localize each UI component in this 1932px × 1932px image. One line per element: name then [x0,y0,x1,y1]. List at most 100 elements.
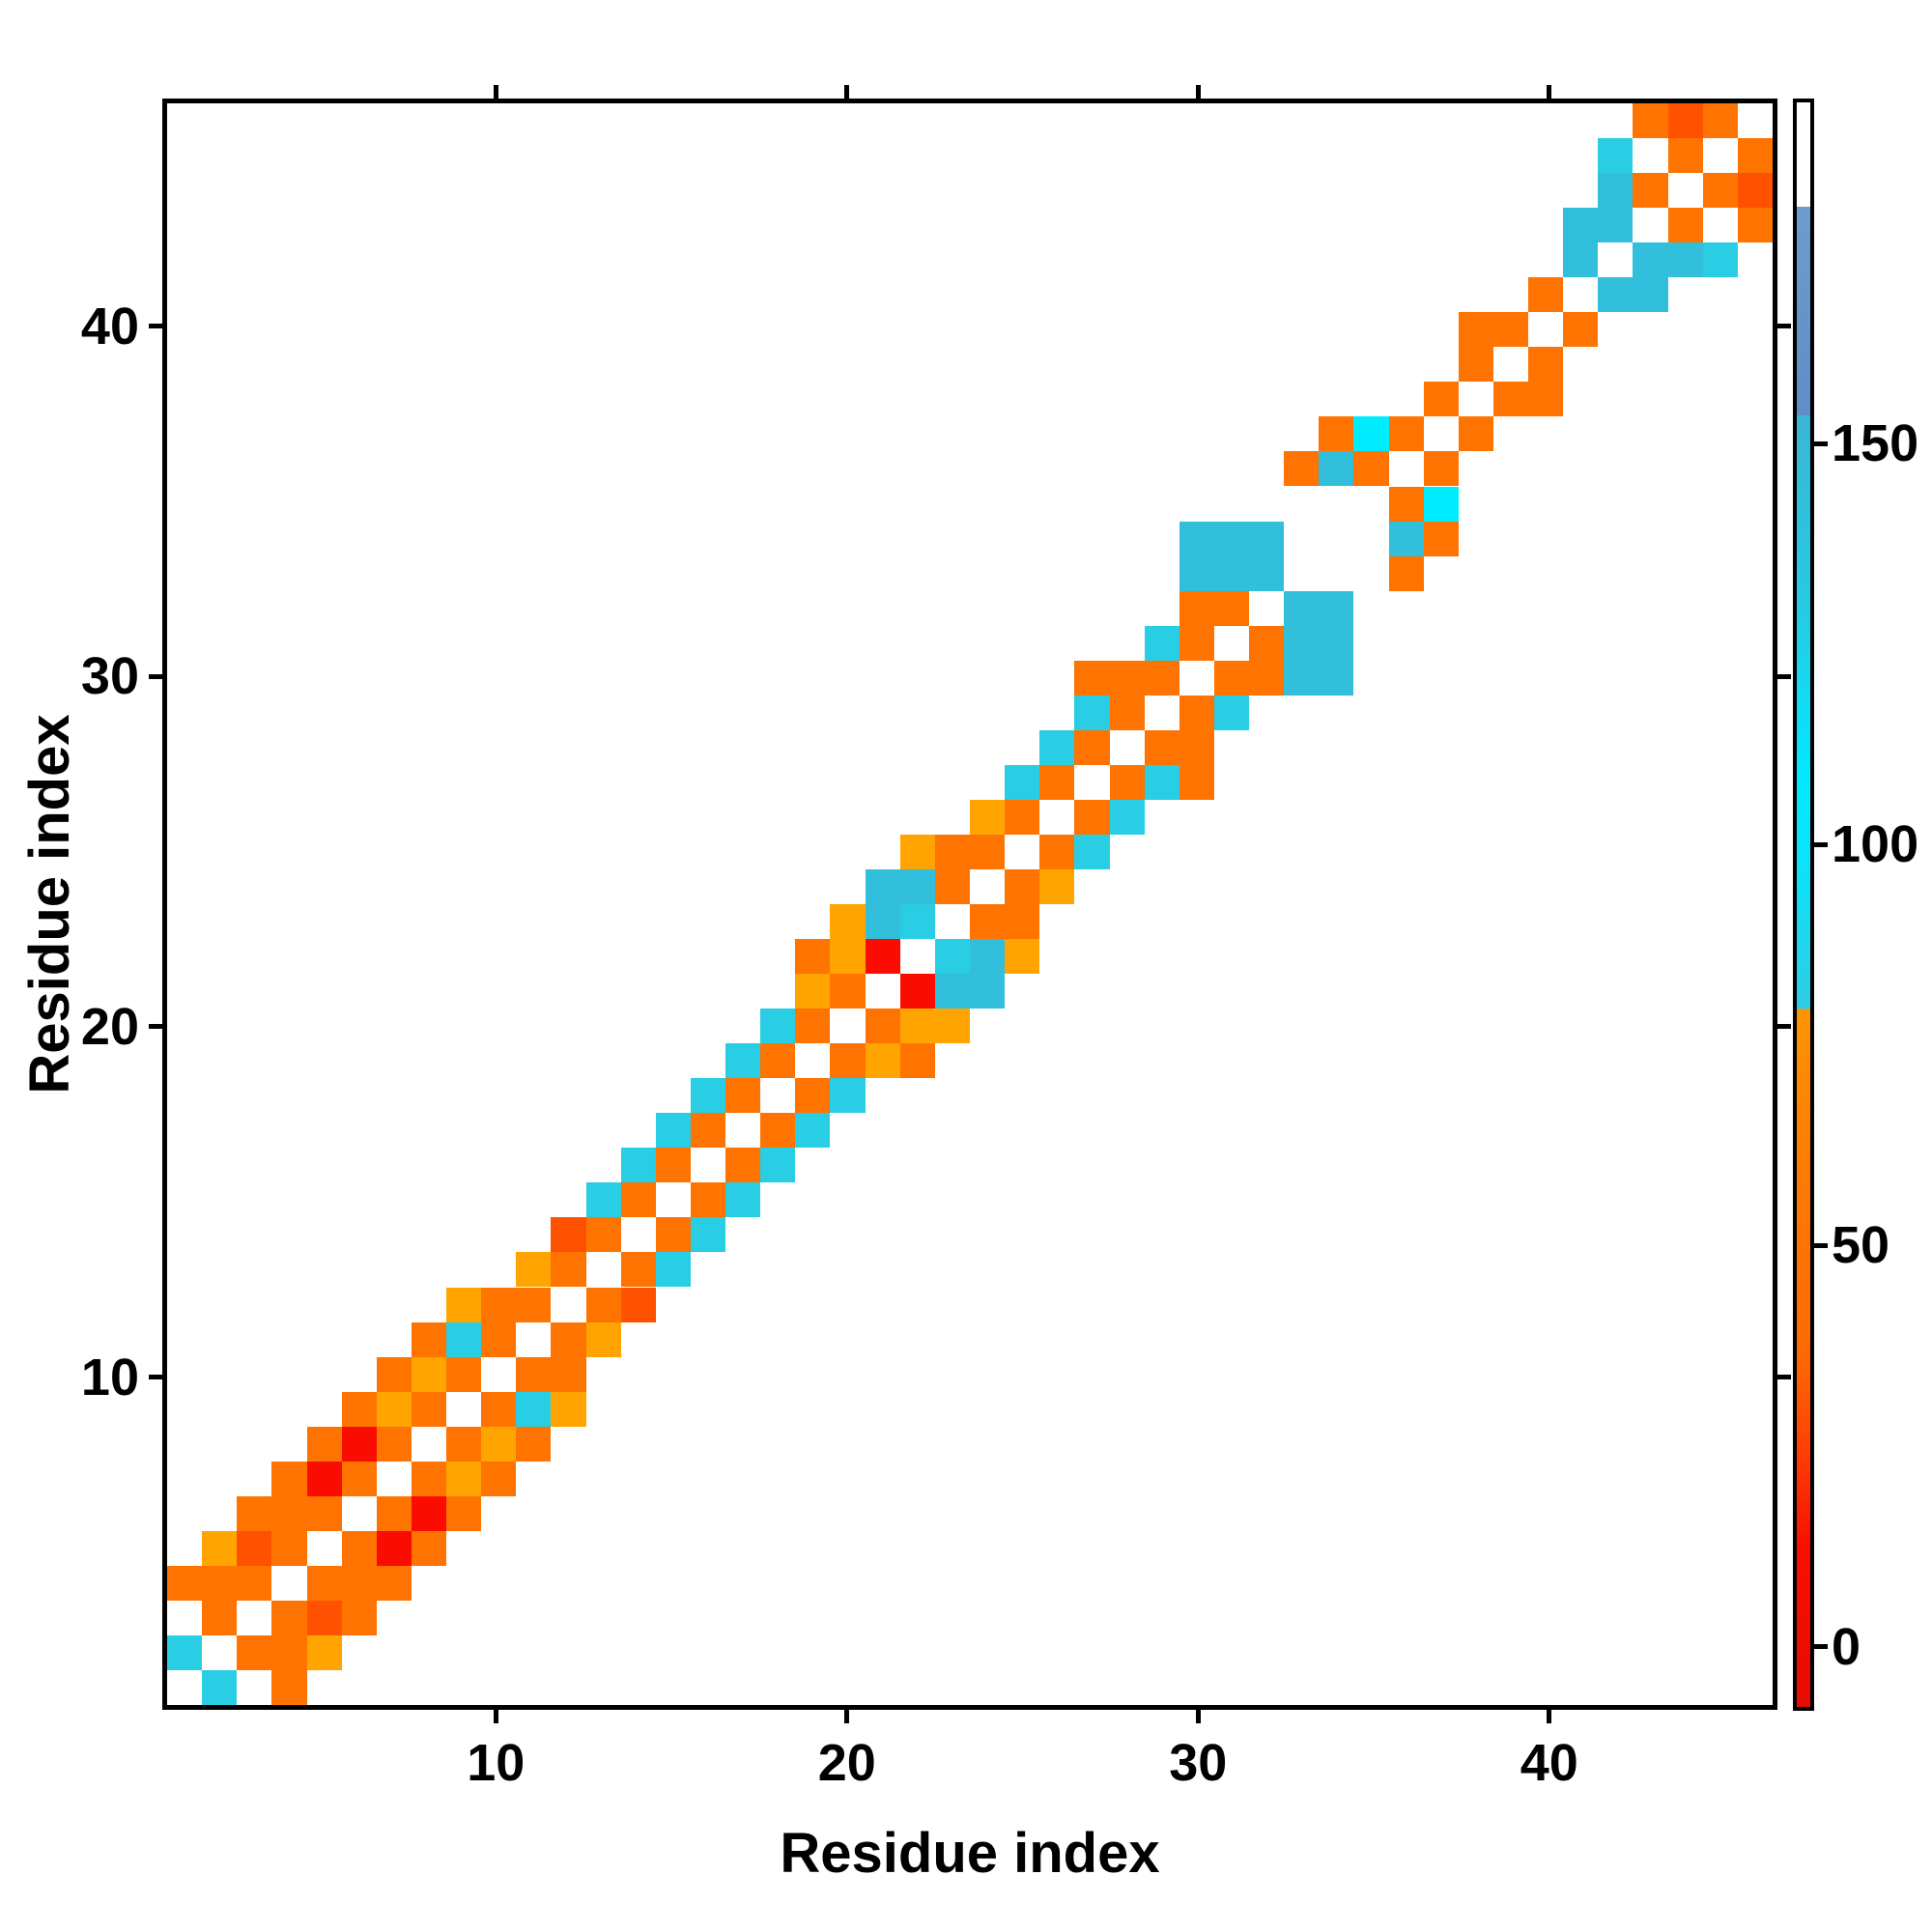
contact-cell [585,1182,621,1218]
contact-cell [237,1565,272,1601]
contact-cell [376,1565,412,1601]
contact-cell [1633,242,1668,278]
contact-cell [1005,939,1040,975]
contact-cell [202,1600,238,1635]
heatmap-cells [167,103,1773,1705]
contact-cell [446,1426,482,1462]
contact-cell [1005,799,1040,835]
contact-cell [795,1113,831,1149]
contact-cell [202,1669,238,1705]
contact-cell [1423,382,1459,417]
contact-cell [1213,521,1250,556]
contact-cell [271,1634,307,1670]
contact-cell [376,1530,412,1566]
y-tick-label: 10 [80,1348,139,1406]
contact-cell [1598,277,1634,313]
contact-cell [830,974,866,1009]
contact-cell [1702,173,1738,209]
contact-cell [306,1565,342,1601]
contact-cell [970,904,1006,940]
contact-cell [237,1495,272,1531]
contact-cell [725,1078,761,1114]
contact-cell [899,904,935,940]
contact-cell [1179,695,1214,730]
contact-cell [865,904,900,940]
contact-cell [1213,590,1250,626]
contact-cell [376,1391,412,1427]
contact-cell [725,1148,761,1183]
contact-cell [516,1391,552,1427]
y-axis-label: Residue index [18,714,81,1094]
colorbar-tick-mark [1814,1644,1828,1650]
contact-cell [690,1182,726,1218]
contact-cell [1737,138,1773,174]
contact-cell [760,1043,796,1079]
colorbar-tick-mark [1814,841,1828,847]
contact-cell [585,1321,621,1357]
contact-cell [1144,764,1179,800]
contact-cell [970,834,1006,869]
contact-cell [725,1182,761,1218]
contact-cell [1667,242,1703,278]
contact-cell [1109,799,1145,835]
contact-cell [376,1426,412,1462]
tick-mark [149,324,162,329]
contact-cell [446,1495,482,1531]
contact-cell [1005,764,1040,800]
contact-cell [1667,208,1703,243]
contact-cell [341,1600,377,1635]
contact-cell [1388,486,1424,522]
tick-mark [1777,1024,1791,1030]
contact-cell [271,1600,307,1635]
contact-cell [446,1287,482,1322]
contact-cell [516,1356,552,1392]
colorbar-gradient [1797,102,1810,1707]
contact-cell [306,1634,342,1670]
contact-cell [1249,660,1285,696]
contact-cell [865,939,900,975]
contact-cell [1353,416,1389,452]
contact-cell [237,1530,272,1566]
contact-cell [1423,521,1459,556]
contact-cell [341,1461,377,1496]
contact-cell [795,974,831,1009]
contact-cell [481,1426,517,1462]
colorbar-tick-label: 0 [1832,1617,1861,1676]
contact-cell [1319,625,1354,661]
contact-cell [237,1634,272,1670]
contact-cell [1563,312,1599,348]
contact-cell [411,1356,447,1392]
contact-cell [795,1078,831,1114]
contact-cell [1388,521,1424,556]
contact-cell [481,1391,517,1427]
contact-cell [1388,555,1424,591]
contact-cell [899,834,935,869]
contact-cell [202,1565,238,1601]
contact-cell [551,1252,586,1288]
x-tick-label: 10 [467,1734,526,1792]
contact-cell [1179,555,1214,591]
contact-cell [1109,660,1145,696]
contact-cell [551,1391,586,1427]
contact-cell [1005,904,1040,940]
contact-cell [934,834,970,869]
contact-cell [1458,312,1493,348]
contact-cell [376,1495,412,1531]
contact-cell [1633,173,1668,209]
contact-cell [516,1252,552,1288]
contact-cell [1563,242,1599,278]
contact-cell [830,1078,866,1114]
contact-cell [1737,208,1773,243]
colorbar-tick-label: 50 [1832,1216,1890,1275]
contact-cell [585,1217,621,1253]
contact-cell [1284,625,1320,661]
y-tick-label: 30 [80,647,139,706]
contact-cell [1388,416,1424,452]
contact-cell [1458,347,1493,383]
contact-cell [1319,451,1354,487]
contact-cell [1179,521,1214,556]
contact-cell [1319,590,1354,626]
contact-cell [1039,834,1075,869]
contact-cell [551,1356,586,1392]
